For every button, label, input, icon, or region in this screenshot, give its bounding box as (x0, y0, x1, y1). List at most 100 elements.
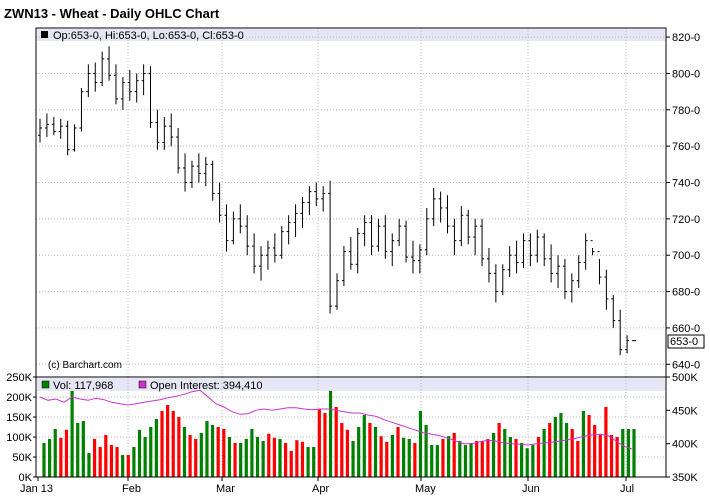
ohlc-bar (58, 118, 63, 139)
ohlc-bar (279, 226, 284, 259)
oi-tick-label: 400K (672, 439, 698, 451)
volume-bar (98, 447, 102, 477)
ohlc-bar (590, 240, 595, 256)
volume-tick-label: 0K (19, 472, 33, 484)
oi-legend: Open Interest: 394,410 (150, 380, 263, 392)
ohlc-bar (224, 204, 229, 252)
volume-bar (362, 415, 366, 477)
volume-bar (64, 429, 69, 477)
ohlc-bar (203, 157, 208, 187)
ohlc-bar (169, 113, 174, 147)
volume-bar (53, 429, 57, 477)
volume-bar (357, 427, 361, 477)
ohlc-bar (459, 206, 464, 247)
ohlc-bar (335, 273, 339, 310)
volume-bar (351, 441, 355, 477)
vol-legend-square (41, 380, 50, 389)
volume-bar (70, 391, 74, 477)
volume-bar (632, 429, 636, 477)
price-tick-label: 660-0 (672, 323, 700, 335)
x-tick-label: Jul (620, 483, 634, 495)
volume-bar (525, 448, 529, 477)
oi-tick-label: 350K (672, 472, 698, 484)
volume-bar (446, 436, 451, 477)
volume-bar (143, 437, 147, 477)
volume-bar (121, 455, 125, 477)
volume-bar (587, 415, 591, 477)
volume-bar (559, 413, 563, 477)
volume-bar (104, 435, 108, 477)
volume-bar (267, 433, 271, 477)
ohlc-bar (79, 87, 84, 132)
volume-tick-label: 150K (6, 412, 32, 424)
ohlc-bar (348, 237, 353, 270)
volume-bar (435, 445, 439, 477)
ohlc-bar (431, 187, 436, 227)
volume-bar (542, 429, 546, 477)
ohlc-bar (113, 64, 118, 105)
volume-bar (469, 443, 473, 477)
volume-bar (137, 429, 142, 477)
volume-bar (345, 429, 350, 477)
ohlc-bar (549, 244, 554, 283)
ohlc-bar (569, 273, 574, 303)
volume-bar (250, 429, 254, 477)
ohlc-bar (286, 215, 291, 245)
x-tick-label: Jun (522, 483, 540, 495)
volume-bar (222, 429, 226, 477)
volume-bar (604, 407, 608, 477)
ohlc-bar (44, 113, 49, 138)
ohlc-bar (556, 255, 561, 288)
volume-bar (514, 439, 518, 477)
ohlc-bar (321, 186, 326, 212)
volume-bar (317, 409, 321, 477)
ohlc-bar (625, 335, 630, 354)
ohlc-bar (528, 233, 533, 267)
volume-bar (368, 423, 372, 477)
volume-bar (328, 391, 333, 477)
x-tick-label: May (415, 483, 436, 495)
volume-bar (295, 440, 299, 477)
volume-bar (407, 439, 411, 477)
ohlc-bar (120, 77, 125, 110)
volume-panel-header-band (37, 378, 665, 391)
ohlc-bar (438, 191, 443, 223)
price-y-axis: 640-0 660-0 680-0 700-0 720-0 740-0 760-0 780-0… (666, 32, 700, 371)
volume-bar (300, 441, 305, 477)
price-panel-background (36, 28, 666, 377)
volume-panel-frame (35, 376, 667, 478)
volume-bar (210, 425, 215, 477)
volume-bar (385, 441, 389, 477)
volume-bar (76, 423, 80, 477)
ohlc-bar (65, 120, 70, 156)
volume-bar (458, 441, 462, 477)
volume-bar (81, 421, 85, 477)
volume-bar (278, 439, 282, 477)
volume-tick-label: 200K (6, 392, 32, 404)
ohlc-bar (245, 215, 250, 256)
volume-bar (216, 427, 220, 477)
ohlc-legend-square (41, 31, 48, 38)
volume-bar (255, 437, 260, 477)
ohlc-bar (514, 240, 519, 274)
ohlc-bar (486, 247, 491, 283)
last-price-label: 653-0 (670, 336, 698, 348)
volume-bar (593, 425, 597, 477)
price-panel-header-band (37, 29, 665, 41)
last-price-box (667, 334, 705, 349)
volume-bar (452, 433, 456, 477)
price-tick-label: 820-0 (672, 32, 700, 44)
open-interest-y-axis: 350K 400K 450K 500K (666, 372, 698, 484)
volume-bar (491, 433, 496, 477)
x-tick-label: Apr (312, 483, 329, 495)
volume-bar (570, 429, 574, 477)
volume-bar (166, 405, 170, 477)
ohlc-bar (328, 180, 333, 314)
volume-bar (149, 427, 153, 477)
volume-bar (340, 423, 344, 477)
ohlc-bar (314, 182, 319, 207)
volume-bar (154, 419, 158, 477)
volume-bar (418, 411, 423, 477)
